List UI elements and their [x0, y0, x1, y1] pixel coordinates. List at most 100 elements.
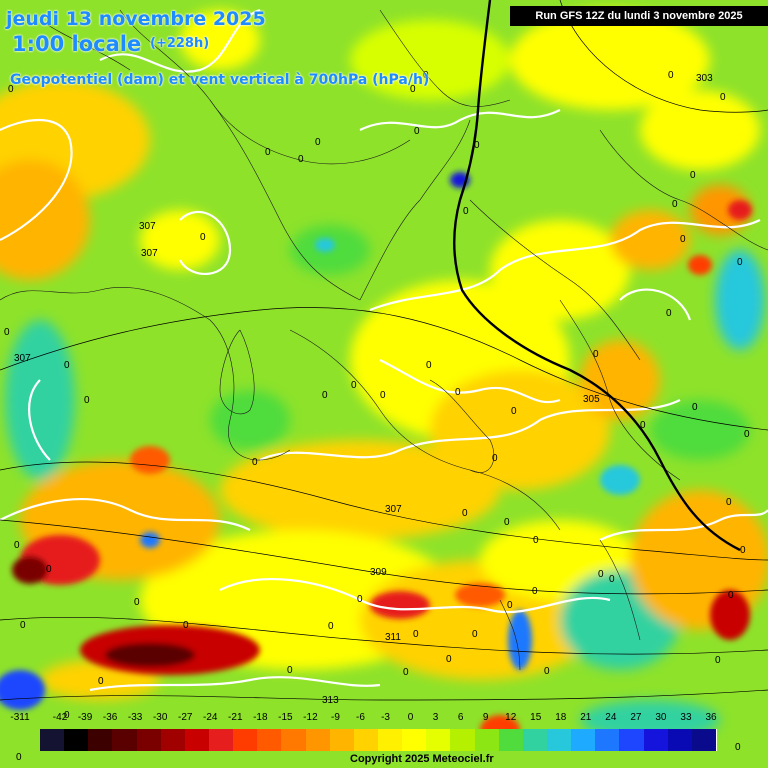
legend-swatch [184, 729, 210, 751]
wind-cores [0, 172, 752, 745]
legend-swatch [233, 729, 259, 751]
forecast-date-title: jeudi 13 novembre 2025 [6, 8, 266, 30]
legend-tick-label: -12 [303, 712, 318, 723]
forecast-lead-time: (+228h) [150, 36, 210, 51]
zero-contour-label: 0 [668, 70, 674, 81]
legend-tick-label: -39 [77, 712, 93, 723]
zero-contour-label: 0 [134, 597, 140, 608]
zero-contour-label: 0 [544, 666, 550, 677]
legend-tick-label: -30 [152, 712, 168, 723]
parameter-title: Geopotentiel (dam) et vent vertical à 70… [10, 72, 430, 88]
isoline-label-307b: 307 [141, 248, 158, 259]
isoline-label-309: 309 [370, 567, 387, 578]
legend-swatch [571, 729, 597, 751]
zero-contour-label: 0 [504, 517, 510, 528]
zero-contour-label: 0 [666, 308, 672, 319]
legend-swatch [160, 729, 186, 751]
zero-contour-label: 0 [609, 574, 615, 585]
color-legend [40, 729, 717, 751]
zero-contour-label: 0 [728, 590, 734, 601]
legend-swatch [329, 729, 355, 751]
borders-and-coasts [0, 9, 768, 671]
zero-contour-label: 0 [14, 540, 20, 551]
legend-swatch [450, 729, 476, 751]
zero-contour-label: 0 [680, 234, 686, 245]
zero-contour-label: 0 [593, 349, 599, 360]
legend-tick-label: 12 [505, 712, 517, 723]
legend-tick-label: 3 [432, 712, 439, 723]
legend-swatch [474, 729, 500, 751]
zero-contour-label: 0 [357, 594, 363, 605]
legend-swatch [305, 729, 331, 751]
legend-tick-label: -33 [127, 712, 143, 723]
zero-contour-label: 0 [20, 620, 26, 631]
legend-swatch [643, 729, 669, 751]
legend-swatch [64, 729, 90, 751]
zero-contour-label: 0 [423, 70, 429, 81]
zero-contour-label: 0 [740, 545, 746, 556]
zero-contour-label: 0 [672, 199, 678, 210]
legend-tick-label: 21 [580, 712, 592, 723]
zero-contour-label: 0 [298, 154, 304, 165]
zero-contour-label: 0 [413, 629, 419, 640]
zero-contour-label: 0 [46, 564, 52, 575]
legend-tick-label: -27 [177, 712, 193, 723]
legend-swatch [595, 729, 621, 751]
legend-swatch [88, 729, 114, 751]
legend-swatch [40, 729, 66, 751]
zero-contour-label: 0 [265, 147, 271, 158]
zero-contour-label: 0 [726, 497, 732, 508]
zero-contour-label: 0 [315, 137, 321, 148]
zero-contour-label: 0 [533, 535, 539, 546]
zero-contour-label: 0 [183, 620, 189, 631]
legend-tick-label: -18 [253, 712, 268, 723]
legend-tick-label: 27 [630, 712, 642, 723]
legend-tick-label: 9 [482, 712, 489, 723]
legend-tick-label: -36 [102, 712, 118, 723]
legend-swatch [353, 729, 379, 751]
zero-contour-label: 0 [532, 586, 538, 597]
zero-contour-label: 0 [410, 84, 416, 95]
legend-tick-label: -311 [10, 712, 30, 723]
legend-tick-label: 36 [705, 712, 717, 723]
legend-swatch [522, 729, 548, 751]
forecast-local-time: 1:00 locale [12, 32, 142, 56]
zero-contour-label: 0 [462, 508, 468, 519]
run-info-box: Run GFS 12Z du lundi 3 novembre 2025 [510, 6, 768, 26]
legend-tick-label: 15 [530, 712, 542, 723]
isoline-label-305: 305 [583, 394, 600, 405]
isoline-label-307d: 307 [385, 504, 402, 515]
legend-tick-label: -15 [278, 712, 293, 723]
zero-contour-label: 0 [492, 453, 498, 464]
legend-tick-label: -3 [381, 712, 390, 723]
zero-contour-label: 0 [744, 429, 750, 440]
legend-tick-label: 18 [555, 712, 567, 723]
zero-contour-label: 0 [715, 655, 721, 666]
zero-contour-label: 0 [507, 600, 513, 611]
legend-tick-label: 33 [680, 712, 692, 723]
legend-swatch [112, 729, 138, 751]
zero-contour-label: 0 [8, 84, 14, 95]
geopotential-isolines [0, 0, 768, 701]
legend-swatch [547, 729, 573, 751]
isoline-label-311: 311 [385, 632, 401, 643]
legend-tick-label: -9 [330, 712, 340, 723]
legend-swatch [691, 729, 717, 751]
zero-contour-label: 0 [84, 395, 90, 406]
legend-tick-label: 0 [407, 712, 414, 723]
zero-contour-label: 0 [720, 92, 726, 103]
legend-swatch [257, 729, 283, 751]
legend-swatch [281, 729, 307, 751]
zero-contour-label: 0 [252, 457, 258, 468]
zero-contour-label: 0 [380, 390, 386, 401]
zero-contour-label: 0 [735, 742, 741, 753]
legend-swatch [498, 729, 524, 751]
zero-contour-label: 0 [98, 676, 104, 687]
zero-labels: 0 0 0 0 0 0 0 0 0 0 0 0 0 0 0 0 0 0 0 0 0 0 0 0 0 0 0 0 0 0 0 0 0 0 0 0 0 0 0 0… [4, 70, 750, 763]
zero-contour-label: 0 [737, 257, 743, 268]
geopotential-labels: 303 305 307 307 307 307 309 311 313 [14, 73, 713, 706]
zero-contour-label: 0 [328, 621, 334, 632]
zero-contour-label: 0 [640, 420, 646, 431]
legend-tick-label: 6 [457, 712, 464, 723]
